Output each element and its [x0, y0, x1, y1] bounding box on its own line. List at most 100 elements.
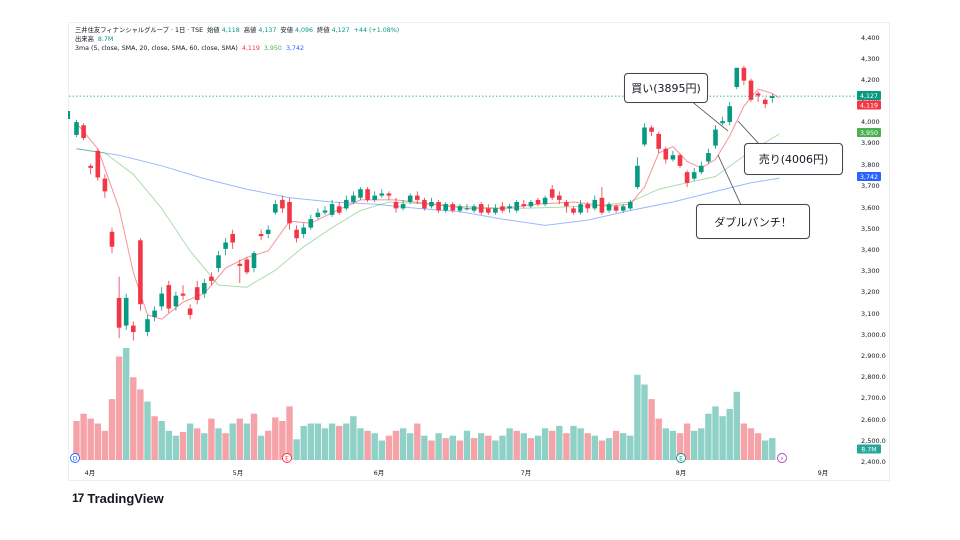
volume-bar — [669, 430, 677, 460]
candle-body — [116, 297, 122, 328]
y-tick-label: 3,500 — [861, 225, 880, 233]
x-tick-label: 8月 — [676, 469, 687, 477]
chart-frame — [68, 22, 890, 481]
candle-body — [464, 208, 470, 210]
candle-body — [734, 67, 740, 87]
volume-bar — [733, 391, 740, 460]
volume-bar — [265, 430, 272, 460]
candle-body — [663, 148, 669, 160]
candle-body — [691, 172, 697, 179]
candle-body — [514, 202, 519, 211]
event-marker-label: ⚡ — [780, 456, 784, 463]
candle-body — [521, 204, 527, 207]
volume-bar — [201, 433, 208, 460]
candle-body — [123, 297, 129, 326]
candle-body — [258, 234, 264, 237]
ma60-line — [76, 148, 780, 226]
volume-bar — [762, 440, 769, 460]
candle-body — [677, 155, 683, 166]
x-tick-label: 6月 — [374, 469, 385, 477]
volume-bar — [712, 406, 719, 460]
candle-body — [237, 263, 243, 266]
buy-annotation[interactable]: 買い(3895円) — [624, 73, 708, 103]
y-tick-label: 2,500.0 — [861, 437, 886, 445]
candle-body — [493, 208, 498, 213]
volume-bar — [563, 433, 570, 460]
candle-body — [542, 197, 548, 205]
volume-bar — [293, 439, 300, 460]
volume-bar — [520, 433, 527, 460]
candle-body — [88, 165, 93, 168]
volume-bar — [584, 433, 591, 460]
candle-body — [422, 199, 427, 209]
left-edge-marker — [68, 111, 70, 119]
volume-bar — [115, 356, 123, 460]
volume-bar — [73, 421, 80, 460]
volume-bar — [705, 413, 712, 460]
volume-bar — [527, 438, 535, 460]
tradingview-brand[interactable]: 17 TradingView — [72, 490, 164, 506]
candle-body — [315, 212, 321, 217]
candle-body — [699, 165, 704, 173]
candle-body — [407, 195, 413, 202]
x-tick-label: 5月 — [233, 469, 244, 477]
volume-bar — [165, 430, 172, 460]
candle-body — [202, 283, 207, 294]
volume-bar — [747, 428, 755, 460]
candle-body — [365, 189, 370, 200]
volume-bar — [350, 416, 357, 460]
volume-bar — [279, 421, 286, 460]
volume-bar — [336, 425, 343, 460]
volume-bar — [506, 428, 513, 460]
volume-bar — [662, 428, 669, 460]
volume-bar — [307, 423, 314, 460]
close-label: 終値 — [317, 27, 330, 34]
volume-bar — [591, 435, 598, 460]
double-punch-annotation[interactable]: ダブルパンチ！ — [696, 204, 810, 239]
volume-bar — [534, 435, 542, 460]
volume-bar — [556, 425, 563, 460]
volume-bar — [740, 423, 748, 460]
candle-body — [755, 93, 761, 96]
callout-pointer — [717, 154, 742, 206]
candle-body — [287, 202, 292, 224]
candle-body — [720, 121, 725, 124]
candle-body — [223, 242, 228, 249]
volume-bar — [570, 425, 577, 460]
candle-body — [628, 202, 633, 209]
volume-bar — [478, 433, 485, 460]
volume-bar — [343, 423, 350, 460]
volume-bar — [101, 430, 109, 460]
high-label: 高値 — [243, 27, 257, 34]
volume-bar — [328, 423, 336, 460]
low-label: 安値 — [280, 27, 293, 34]
y-tick-label: 3,200 — [861, 288, 880, 296]
ma20-price-badge — [857, 128, 881, 137]
candle-body — [194, 287, 200, 300]
volume-bar — [272, 417, 279, 460]
ma-label: 3ma (5, close, SMA, 20, close, SMA, 60, … — [75, 45, 238, 52]
candle-body — [358, 189, 363, 198]
volume-bar — [456, 440, 464, 460]
volume-bar — [414, 423, 421, 460]
sell-annotation-text: 売り(4006円) — [758, 153, 829, 166]
volume-bar — [236, 418, 243, 460]
candle-body — [81, 125, 86, 139]
event-marker — [777, 453, 787, 463]
y-tick-label: 4,200 — [861, 76, 880, 84]
volume-bar — [598, 440, 606, 460]
event-marker-label: D — [73, 456, 78, 463]
volume-value: 8.7M — [97, 36, 114, 43]
candle-body — [500, 206, 505, 211]
candle-body — [322, 210, 328, 213]
sell-annotation[interactable]: 売り(4006円) — [744, 143, 843, 175]
candle-body — [748, 80, 754, 100]
volume-bar — [385, 435, 393, 460]
candle-body — [486, 208, 491, 213]
candle-body — [379, 193, 385, 196]
volume-price-badge-text: 8.7M — [861, 446, 876, 453]
event-marker — [70, 453, 80, 463]
volume-bar — [698, 428, 705, 460]
volume-bar — [549, 430, 556, 460]
y-tick-label: 3,000.0 — [861, 331, 886, 339]
